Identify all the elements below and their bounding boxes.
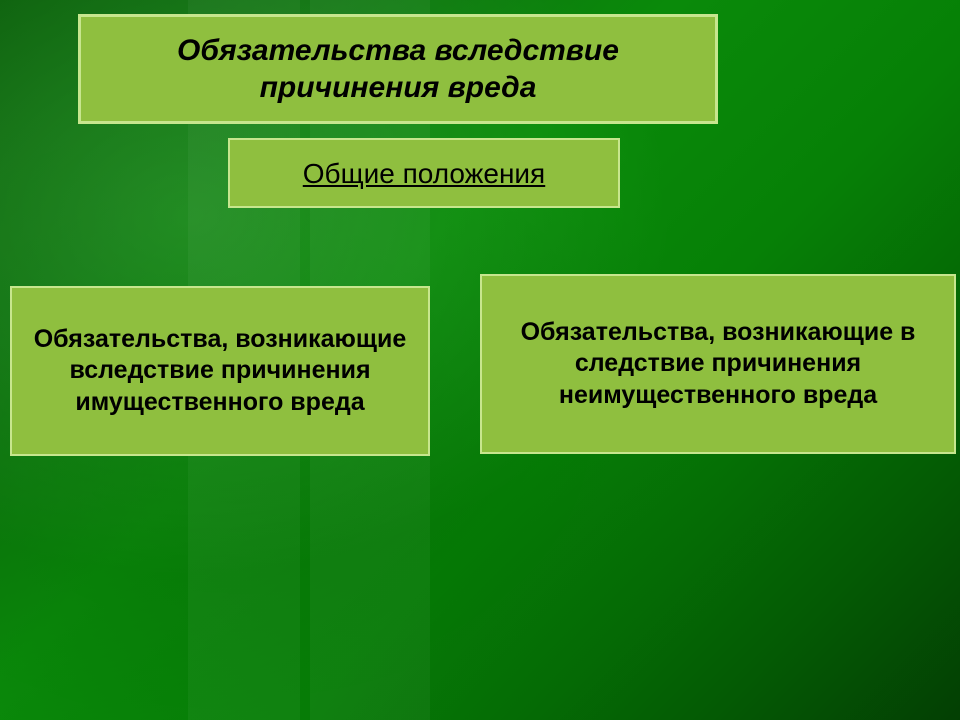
left-leaf-box: Обязательства, возникающие вследствие пр… [10, 286, 430, 456]
right-leaf-box: Обязательства, возникающие в следствие п… [480, 274, 956, 454]
subtitle-box: Общие положения [228, 138, 620, 208]
title-box: Обязательства вследствие причинения вред… [78, 14, 718, 124]
